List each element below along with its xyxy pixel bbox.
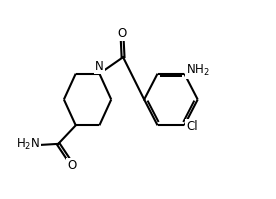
Text: Cl: Cl bbox=[186, 120, 198, 133]
Text: H$_2$N: H$_2$N bbox=[15, 137, 40, 152]
Text: O: O bbox=[117, 27, 127, 40]
Text: N: N bbox=[95, 60, 104, 73]
Text: O: O bbox=[67, 159, 76, 172]
Text: NH$_2$: NH$_2$ bbox=[186, 63, 210, 78]
